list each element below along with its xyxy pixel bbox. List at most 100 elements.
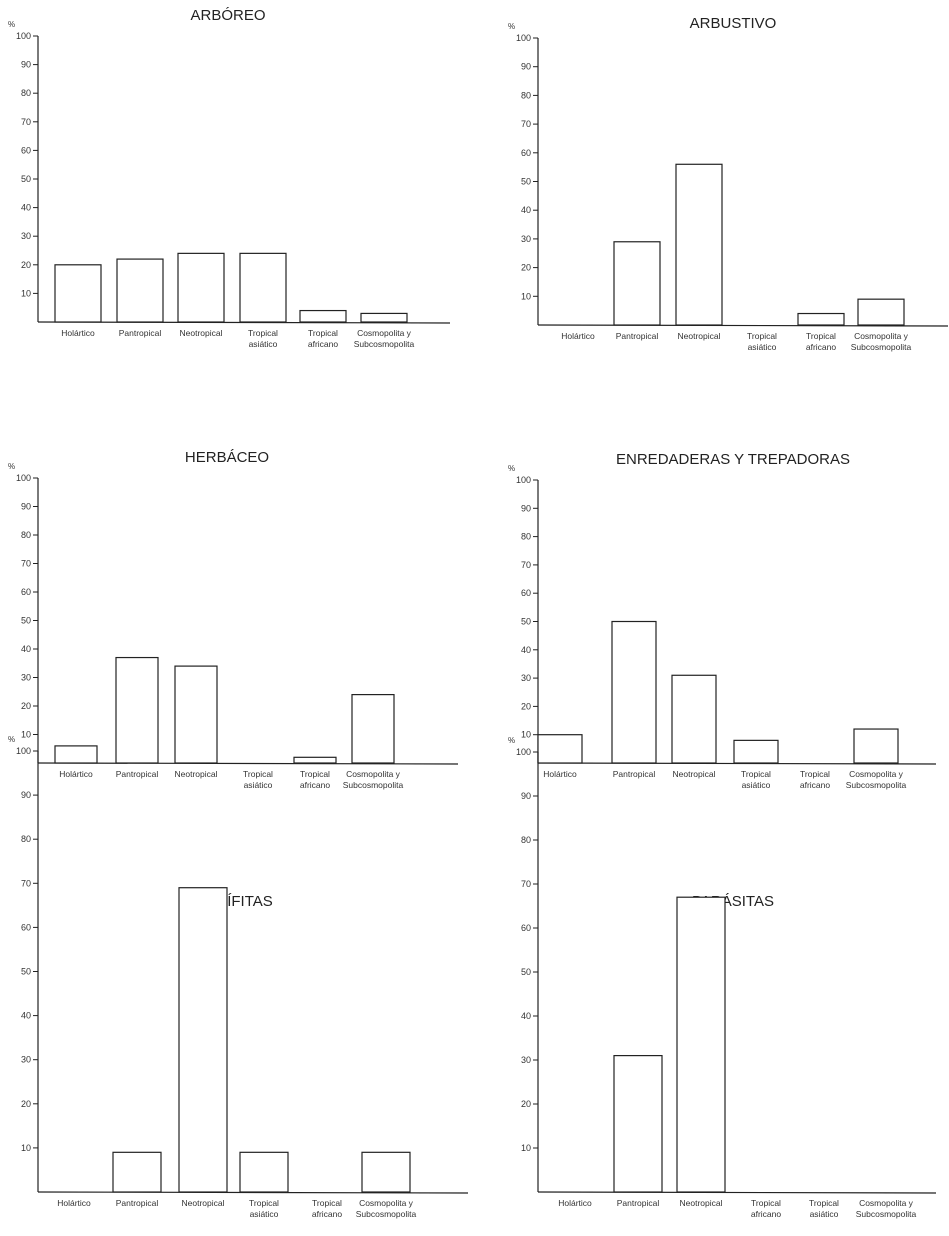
y-tick-label: 70 (521, 560, 531, 570)
y-tick-label: 90 (521, 791, 531, 801)
x-tick-label: Pantropical (116, 1198, 159, 1208)
x-tick-label: Pantropical (616, 331, 659, 341)
x-tick-label: Tropical (248, 328, 278, 338)
x-tick-label: Pantropical (119, 328, 162, 338)
x-tick-label: Neotropical (182, 1198, 225, 1208)
bar (613, 1054, 663, 1193)
y-tick-label: 20 (521, 1099, 531, 1109)
x-tick-label: asiático (244, 780, 273, 790)
x-tick-label: africano (806, 342, 837, 352)
y-tick-label: 70 (21, 559, 31, 569)
chart-panel-3: HERBÁCEO% 10 20 30 40 50 60 70 80 90 100 Holártico P… (8, 449, 459, 790)
chart-title: ARBUSTIVO (690, 15, 777, 32)
chart-title: HERBÁCEO (185, 449, 269, 466)
y-tick-label: 70 (21, 878, 31, 888)
y-tick-label: 30 (521, 234, 531, 244)
chart-title: ARBÓREO (190, 7, 265, 24)
x-tick-label: asiático (742, 780, 771, 790)
y-unit-label: % (508, 464, 515, 473)
y-tick-label: 80 (21, 834, 31, 844)
bar (351, 693, 395, 764)
y-tick-label: 20 (21, 260, 31, 270)
bar (857, 298, 905, 326)
y-tick-label: 30 (21, 673, 31, 683)
x-tick-label: africano (751, 1209, 782, 1219)
x-tick-label: asiático (748, 342, 777, 352)
x-tick-label: Tropical (308, 328, 338, 338)
bar (299, 309, 347, 323)
y-tick-label: 100 (16, 746, 31, 756)
y-tick-label: 50 (521, 617, 531, 627)
x-tick-label: asiático (810, 1209, 839, 1219)
bar (116, 258, 164, 323)
x-tick-label: africano (300, 780, 331, 790)
bar (361, 1151, 411, 1193)
y-tick-label: 40 (521, 645, 531, 655)
x-tick-label: Tropical (806, 331, 836, 341)
chart-panel-2: ARBUSTIVO% 10 20 30 40 50 60 70 80 90 100 Holártico… (508, 15, 949, 352)
y-unit-label: % (508, 736, 515, 745)
y-tick-label: 80 (21, 530, 31, 540)
y-tick-label: 60 (521, 148, 531, 158)
chart-panel-4: ENREDADERAS Y TREPADORAS% 10 20 30 40 50 60 70 8… (508, 451, 937, 790)
x-tick-label: Neotropical (678, 331, 721, 341)
x-tick-label: Subcosmopolita (356, 1209, 417, 1219)
bar (239, 252, 287, 323)
x-tick-label: Tropical (249, 1198, 279, 1208)
y-tick-label: 40 (21, 203, 31, 213)
x-tick-label: Pantropical (613, 769, 656, 779)
x-tick-label: asiático (249, 339, 278, 349)
bar (797, 312, 845, 326)
bar (675, 163, 723, 326)
y-tick-label: 50 (21, 967, 31, 977)
x-tick-label: Tropical (809, 1198, 839, 1208)
x-axis (537, 324, 949, 327)
y-tick-label: 20 (21, 701, 31, 711)
x-tick-label: Tropical (312, 1198, 342, 1208)
bar (733, 739, 779, 764)
y-tick-label: 20 (21, 1099, 31, 1109)
x-tick-label: Neotropical (180, 328, 223, 338)
y-tick-label: 90 (21, 502, 31, 512)
bar (676, 896, 726, 1193)
x-tick-label: Cosmopolita y (854, 331, 909, 341)
y-tick-label: 80 (521, 835, 531, 845)
x-tick-label: Tropical (243, 769, 273, 779)
chart-panel-1: ARBÓREO% 10 20 30 40 50 60 70 80 90 100 Holártico Pa… (8, 7, 451, 349)
y-tick-label: 10 (21, 730, 31, 740)
x-tick-label: Tropical (751, 1198, 781, 1208)
y-unit-label: % (8, 20, 15, 29)
y-tick-label: 60 (521, 923, 531, 933)
bar (54, 264, 102, 323)
x-tick-label: Neotropical (673, 769, 716, 779)
y-tick-label: 100 (516, 747, 531, 757)
x-tick-label: Cosmopolita y (357, 328, 412, 338)
x-tick-label: Neotropical (680, 1198, 723, 1208)
y-tick-label: 40 (21, 644, 31, 654)
y-tick-label: 10 (521, 1143, 531, 1153)
y-tick-label: 70 (521, 119, 531, 129)
y-tick-label: 100 (516, 475, 531, 485)
x-tick-label: Subcosmopolita (343, 780, 404, 790)
bar (239, 1151, 289, 1193)
y-tick-label: 50 (521, 967, 531, 977)
bar (293, 756, 337, 764)
x-tick-label: Subcosmopolita (856, 1209, 917, 1219)
x-tick-label: Subcosmopolita (846, 780, 907, 790)
y-tick-label: 60 (21, 922, 31, 932)
x-tick-label: Holártico (57, 1198, 91, 1208)
bar (360, 312, 408, 323)
x-tick-label: Subcosmopolita (354, 339, 415, 349)
x-tick-label: Neotropical (175, 769, 218, 779)
y-tick-label: 60 (521, 588, 531, 598)
y-tick-label: 40 (521, 1011, 531, 1021)
y-tick-label: 30 (521, 1055, 531, 1065)
x-tick-label: Holártico (61, 328, 95, 338)
y-tick-label: 100 (16, 31, 31, 41)
y-tick-label: 40 (521, 205, 531, 215)
y-tick-label: 10 (21, 1143, 31, 1153)
y-tick-label: 40 (21, 1011, 31, 1021)
chart-panel-6: PARÁSITAS%102030405060708090100Holártico… (508, 736, 937, 1219)
